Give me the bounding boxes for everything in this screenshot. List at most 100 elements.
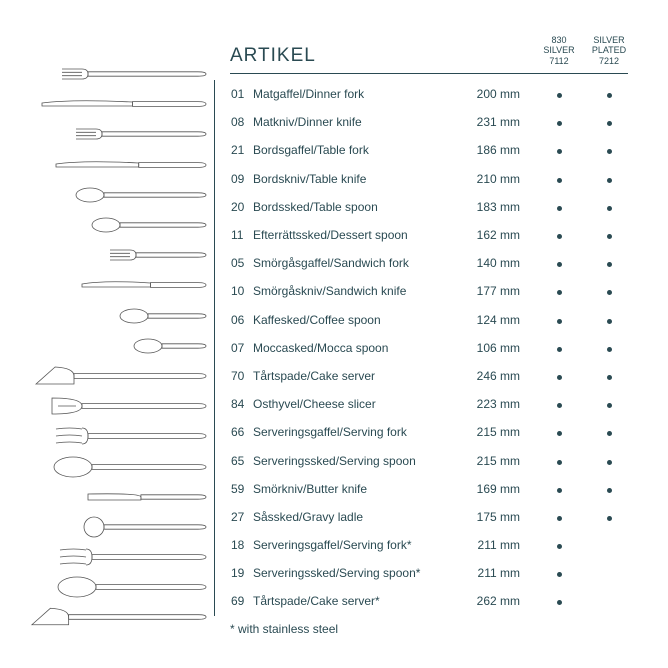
table-row: 27Såssked/Gravy ladle175 mm	[231, 503, 628, 531]
col-header-2: SILVER PLATED 7212	[590, 35, 628, 67]
article-number: 09	[231, 172, 253, 186]
dot-col-1	[540, 284, 578, 298]
article-number: 08	[231, 115, 253, 129]
article-size: 223 mm	[460, 397, 520, 411]
table-row: 65Serveringssked/Serving spoon215 mm	[231, 446, 628, 474]
page-title: ARTIKEL	[230, 45, 540, 67]
article-name: Serveringssked/Serving spoon	[253, 454, 460, 468]
dot-col-1	[540, 510, 578, 524]
dot-col-1	[540, 115, 578, 129]
availability-dots	[540, 594, 628, 608]
table-row: 66Serveringsgaffel/Serving fork215 mm	[231, 418, 628, 446]
dot-col-1	[540, 538, 578, 552]
article-size: 186 mm	[460, 143, 520, 157]
article-name: Moccasked/Mocca spoon	[253, 341, 460, 355]
cutlery-icon	[28, 181, 208, 209]
article-name: Serveringsgaffel/Serving fork	[253, 425, 460, 439]
article-number: 66	[231, 425, 253, 439]
article-size: 169 mm	[460, 482, 520, 496]
article-number: 84	[231, 397, 253, 411]
availability-dots	[540, 397, 628, 411]
article-number: 18	[231, 538, 253, 552]
article-name: Bordssked/Table spoon	[253, 200, 460, 214]
table-row: 08Matkniv/Dinner knife231 mm	[231, 108, 628, 136]
article-size: 200 mm	[460, 87, 520, 101]
availability-dots	[540, 454, 628, 468]
dot-col-2	[590, 313, 628, 327]
article-size: 175 mm	[460, 510, 520, 524]
cutlery-icon	[28, 151, 208, 179]
article-name: Serveringssked/Serving spoon*	[253, 566, 460, 580]
article-name: Kaffesked/Coffee spoon	[253, 313, 460, 327]
article-size: 183 mm	[460, 200, 520, 214]
col-header-1: 830 SILVER 7112	[540, 35, 578, 67]
dot-col-2	[590, 566, 628, 580]
article-size: 246 mm	[460, 369, 520, 383]
article-number: 20	[231, 200, 253, 214]
cutlery-icon	[28, 60, 208, 88]
table-row: 06Kaffesked/Coffee spoon124 mm	[231, 306, 628, 334]
dot-col-2	[590, 200, 628, 214]
article-size: 211 mm	[460, 538, 520, 552]
dot-col-1	[540, 87, 578, 101]
cutlery-icon	[28, 332, 208, 360]
cutlery-icon	[28, 603, 208, 631]
cutlery-icon	[28, 302, 208, 330]
dot-col-2	[590, 454, 628, 468]
cutlery-icon	[28, 271, 208, 299]
table-row: 05Smörgåsgaffel/Sandwich fork140 mm	[231, 249, 628, 277]
article-name: Smörgåskniv/Sandwich knife	[253, 284, 460, 298]
article-size: 231 mm	[460, 115, 520, 129]
availability-dots	[540, 341, 628, 355]
cutlery-icon	[28, 120, 208, 148]
article-size: 262 mm	[460, 594, 520, 608]
dot-col-1	[540, 482, 578, 496]
table-row: 84Osthyvel/Cheese slicer223 mm	[231, 390, 628, 418]
article-size: 140 mm	[460, 256, 520, 270]
availability-dots	[540, 510, 628, 524]
article-number: 01	[231, 87, 253, 101]
article-name: Tårtspade/Cake server	[253, 369, 460, 383]
article-name: Smörgåsgaffel/Sandwich fork	[253, 256, 460, 270]
dot-col-2	[590, 538, 628, 552]
dot-col-2	[590, 256, 628, 270]
article-number: 70	[231, 369, 253, 383]
cutlery-icon	[28, 241, 208, 269]
article-number: 06	[231, 313, 253, 327]
dot-col-2	[590, 115, 628, 129]
availability-dots	[540, 200, 628, 214]
article-name: Efterrättssked/Dessert spoon	[253, 228, 460, 242]
article-size: 215 mm	[460, 454, 520, 468]
article-name: Tårtspade/Cake server*	[253, 594, 460, 608]
table-row: 21Bordsgaffel/Table fork186 mm	[231, 136, 628, 164]
dot-col-1	[540, 313, 578, 327]
dot-col-1	[540, 341, 578, 355]
availability-dots	[540, 566, 628, 580]
availability-dots	[540, 115, 628, 129]
dot-col-1	[540, 200, 578, 214]
cutlery-icon	[28, 543, 208, 571]
table-row: 59Smörkniv/Butter knife169 mm	[231, 475, 628, 503]
article-number: 27	[231, 510, 253, 524]
cutlery-icon	[28, 392, 208, 420]
dot-col-1	[540, 454, 578, 468]
table-row: 10Smörgåskniv/Sandwich knife177 mm	[231, 277, 628, 305]
table-row: 01Matgaffel/Dinner fork200 mm	[231, 80, 628, 108]
article-name: Bordsgaffel/Table fork	[253, 143, 460, 157]
article-number: 69	[231, 594, 253, 608]
article-name: Serveringsgaffel/Serving fork*	[253, 538, 460, 552]
article-size: 177 mm	[460, 284, 520, 298]
article-number: 05	[231, 256, 253, 270]
cutlery-icon	[28, 422, 208, 450]
table-row: 11Efterrättssked/Dessert spoon162 mm	[231, 221, 628, 249]
availability-dots	[540, 369, 628, 383]
availability-dots	[540, 256, 628, 270]
article-table: 01Matgaffel/Dinner fork200 mm08Matkniv/D…	[214, 80, 628, 616]
availability-dots	[540, 482, 628, 496]
availability-dots	[540, 172, 628, 186]
dot-col-1	[540, 143, 578, 157]
article-number: 59	[231, 482, 253, 496]
dot-col-1	[540, 425, 578, 439]
article-number: 11	[231, 228, 253, 242]
footnote: * with stainless steel	[230, 622, 668, 636]
